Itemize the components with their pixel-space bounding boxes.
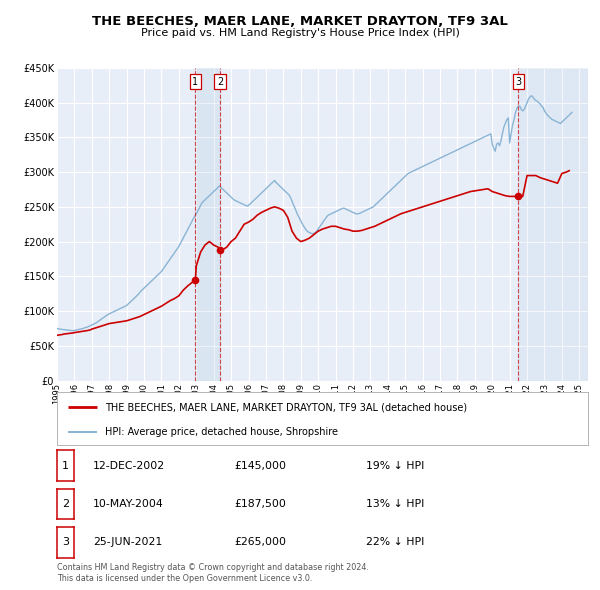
Text: HPI: Average price, detached house, Shropshire: HPI: Average price, detached house, Shro… bbox=[105, 427, 338, 437]
Text: 22% ↓ HPI: 22% ↓ HPI bbox=[366, 537, 424, 547]
Text: £265,000: £265,000 bbox=[234, 537, 286, 547]
Text: 1: 1 bbox=[62, 461, 69, 470]
Text: This data is licensed under the Open Government Licence v3.0.: This data is licensed under the Open Gov… bbox=[57, 574, 313, 583]
Text: Contains HM Land Registry data © Crown copyright and database right 2024.: Contains HM Land Registry data © Crown c… bbox=[57, 563, 369, 572]
Text: 2: 2 bbox=[217, 77, 223, 87]
Bar bbox=[196, 68, 220, 381]
Text: THE BEECHES, MAER LANE, MARKET DRAYTON, TF9 3AL: THE BEECHES, MAER LANE, MARKET DRAYTON, … bbox=[92, 15, 508, 28]
Text: THE BEECHES, MAER LANE, MARKET DRAYTON, TF9 3AL (detached house): THE BEECHES, MAER LANE, MARKET DRAYTON, … bbox=[105, 402, 467, 412]
Text: 12-DEC-2002: 12-DEC-2002 bbox=[93, 461, 165, 470]
Text: 25-JUN-2021: 25-JUN-2021 bbox=[93, 537, 162, 547]
Text: 19% ↓ HPI: 19% ↓ HPI bbox=[366, 461, 424, 470]
Text: 3: 3 bbox=[62, 537, 69, 547]
Text: Price paid vs. HM Land Registry's House Price Index (HPI): Price paid vs. HM Land Registry's House … bbox=[140, 28, 460, 38]
Text: 1: 1 bbox=[193, 77, 199, 87]
Text: 2: 2 bbox=[62, 499, 69, 509]
Text: £145,000: £145,000 bbox=[234, 461, 286, 470]
Text: £187,500: £187,500 bbox=[234, 499, 286, 509]
Bar bbox=[518, 68, 588, 381]
Text: 13% ↓ HPI: 13% ↓ HPI bbox=[366, 499, 424, 509]
Text: 3: 3 bbox=[515, 77, 521, 87]
Text: 10-MAY-2004: 10-MAY-2004 bbox=[93, 499, 164, 509]
